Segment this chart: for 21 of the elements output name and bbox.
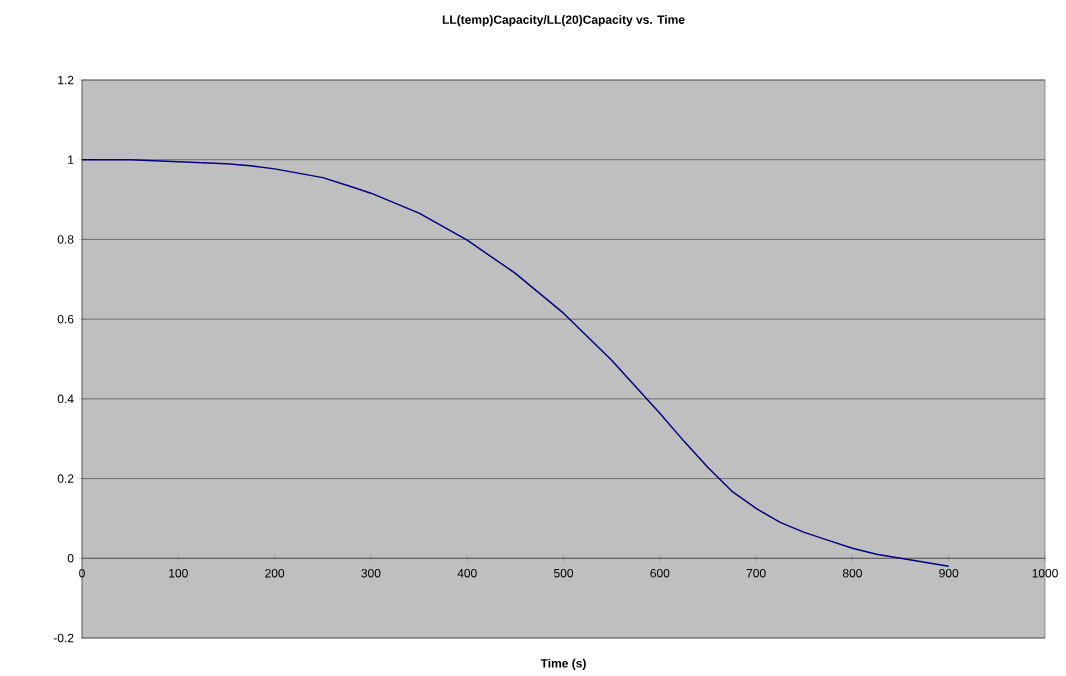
y-tick-label: -0.2 (53, 633, 74, 643)
x-tick-label: 100 (169, 568, 188, 578)
y-tick-label: 0 (67, 554, 74, 563)
x-tick-label: 500 (553, 568, 574, 578)
x-tick-label: 600 (650, 568, 670, 578)
x-axis-title: Time (s) (540, 658, 586, 670)
y-tick-label: 1 (68, 155, 74, 164)
y-tick-label: 0.6 (57, 314, 74, 324)
y-tick-label: 0.2 (57, 474, 74, 483)
x-tick-label: 1000 (1032, 568, 1058, 578)
x-tick-label: 200 (265, 568, 285, 578)
x-tick-label: 0 (79, 568, 85, 578)
x-tick-label: 700 (746, 568, 766, 578)
x-tick-label: 400 (457, 568, 477, 578)
x-tick-label: 800 (842, 568, 862, 578)
y-tick-label: 0.4 (57, 394, 74, 404)
x-tick-label: 300 (361, 568, 381, 578)
x-tick-label: 900 (939, 568, 959, 578)
y-tick-label: 0.8 (57, 235, 74, 244)
chart-title: LL(temp)Capacity/LL(20)Capacity vs. Time (442, 15, 685, 27)
y-tick-label: 1.2 (58, 75, 74, 85)
